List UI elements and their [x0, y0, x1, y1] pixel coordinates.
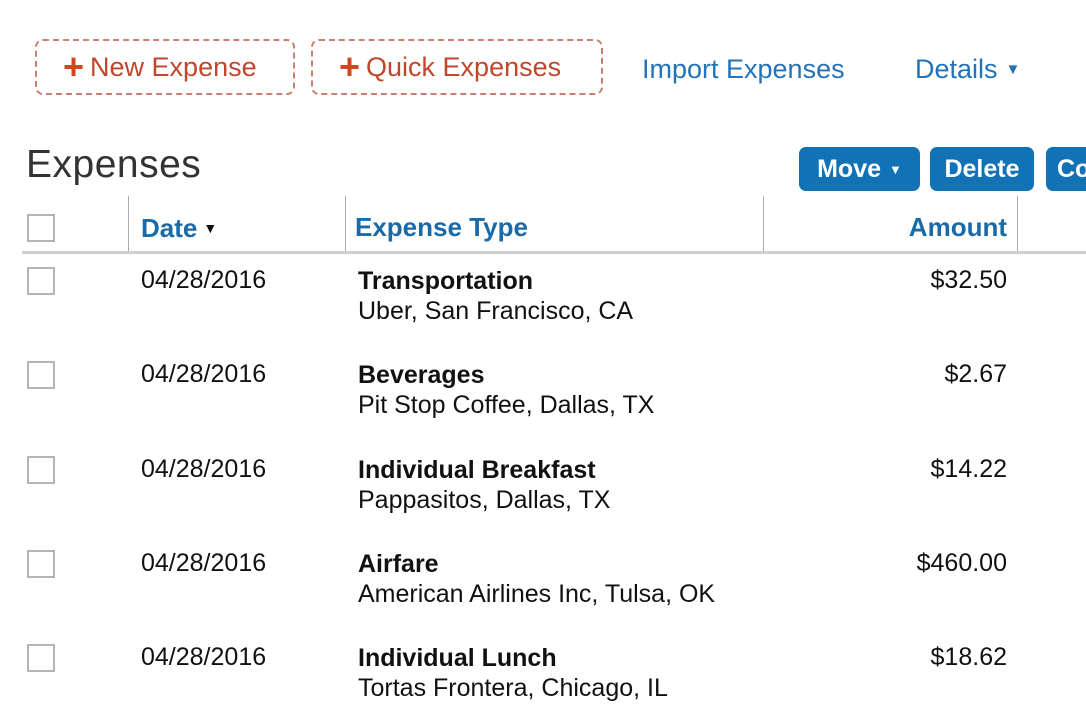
new-expense-button[interactable]: + New Expense [35, 39, 295, 95]
row-checkbox[interactable] [27, 361, 55, 390]
row-amount: $2.67 [944, 360, 1007, 389]
row-vendor: Tortas Frontera, Chicago, IL [358, 674, 668, 703]
copy-button[interactable]: Co [1046, 147, 1086, 191]
move-button[interactable]: Move ▼ [799, 147, 920, 191]
row-vendor: Pit Stop Coffee, Dallas, TX [358, 391, 655, 420]
row-expense-type[interactable]: Individual Breakfast [358, 455, 596, 484]
row-checkbox[interactable] [27, 267, 55, 295]
row-expense-type[interactable]: Transportation [358, 267, 534, 295]
plus-icon: + [339, 46, 361, 87]
column-divider [128, 196, 129, 252]
quick-expenses-label: Quick Expenses [366, 51, 562, 82]
caret-down-icon: ▼ [889, 161, 902, 177]
details-menu[interactable]: Details ▼ [915, 54, 1020, 85]
column-divider [1017, 196, 1018, 252]
sort-desc-icon: ▼ [203, 220, 218, 236]
delete-button[interactable]: Delete [930, 147, 1034, 191]
header-divider [22, 251, 1086, 254]
row-amount: $460.00 [916, 548, 1007, 577]
row-checkbox[interactable] [27, 549, 55, 578]
row-amount: $18.62 [930, 643, 1007, 672]
row-amount: $32.50 [930, 266, 1007, 294]
date-header-label: Date [141, 213, 198, 243]
row-expense-type[interactable]: Airfare [358, 549, 439, 578]
row-checkbox[interactable] [27, 644, 55, 673]
column-divider [345, 196, 346, 252]
amount-column-header[interactable]: Amount [908, 212, 1007, 242]
column-divider [763, 196, 764, 252]
row-expense-type[interactable]: Beverages [358, 361, 485, 390]
expense-type-column-header[interactable]: Expense Type [355, 212, 528, 242]
row-date: 04/28/2016 [141, 454, 267, 483]
row-vendor: American Airlines Inc, Tulsa, OK [358, 579, 716, 608]
select-all-checkbox[interactable] [27, 214, 55, 242]
row-date: 04/28/2016 [141, 266, 267, 294]
row-date: 04/28/2016 [141, 548, 267, 577]
details-label: Details [915, 54, 998, 84]
new-expense-label: New Expense [90, 51, 257, 82]
row-date: 04/28/2016 [141, 643, 267, 672]
page-title: Expenses [26, 143, 202, 186]
import-expenses-link[interactable]: Import Expenses [642, 54, 845, 84]
date-column-header[interactable]: Date ▼ [141, 213, 217, 244]
row-amount: $14.22 [930, 454, 1007, 483]
row-vendor: Uber, San Francisco, CA [358, 297, 634, 325]
plus-icon: + [63, 46, 85, 87]
row-expense-type[interactable]: Individual Lunch [358, 644, 557, 673]
row-vendor: Pappasitos, Dallas, TX [358, 485, 611, 514]
quick-expenses-button[interactable]: + Quick Expenses [311, 39, 603, 95]
caret-down-icon: ▼ [1005, 61, 1021, 78]
move-label: Move [817, 154, 882, 183]
row-checkbox[interactable] [27, 455, 55, 484]
row-date: 04/28/2016 [141, 360, 267, 389]
